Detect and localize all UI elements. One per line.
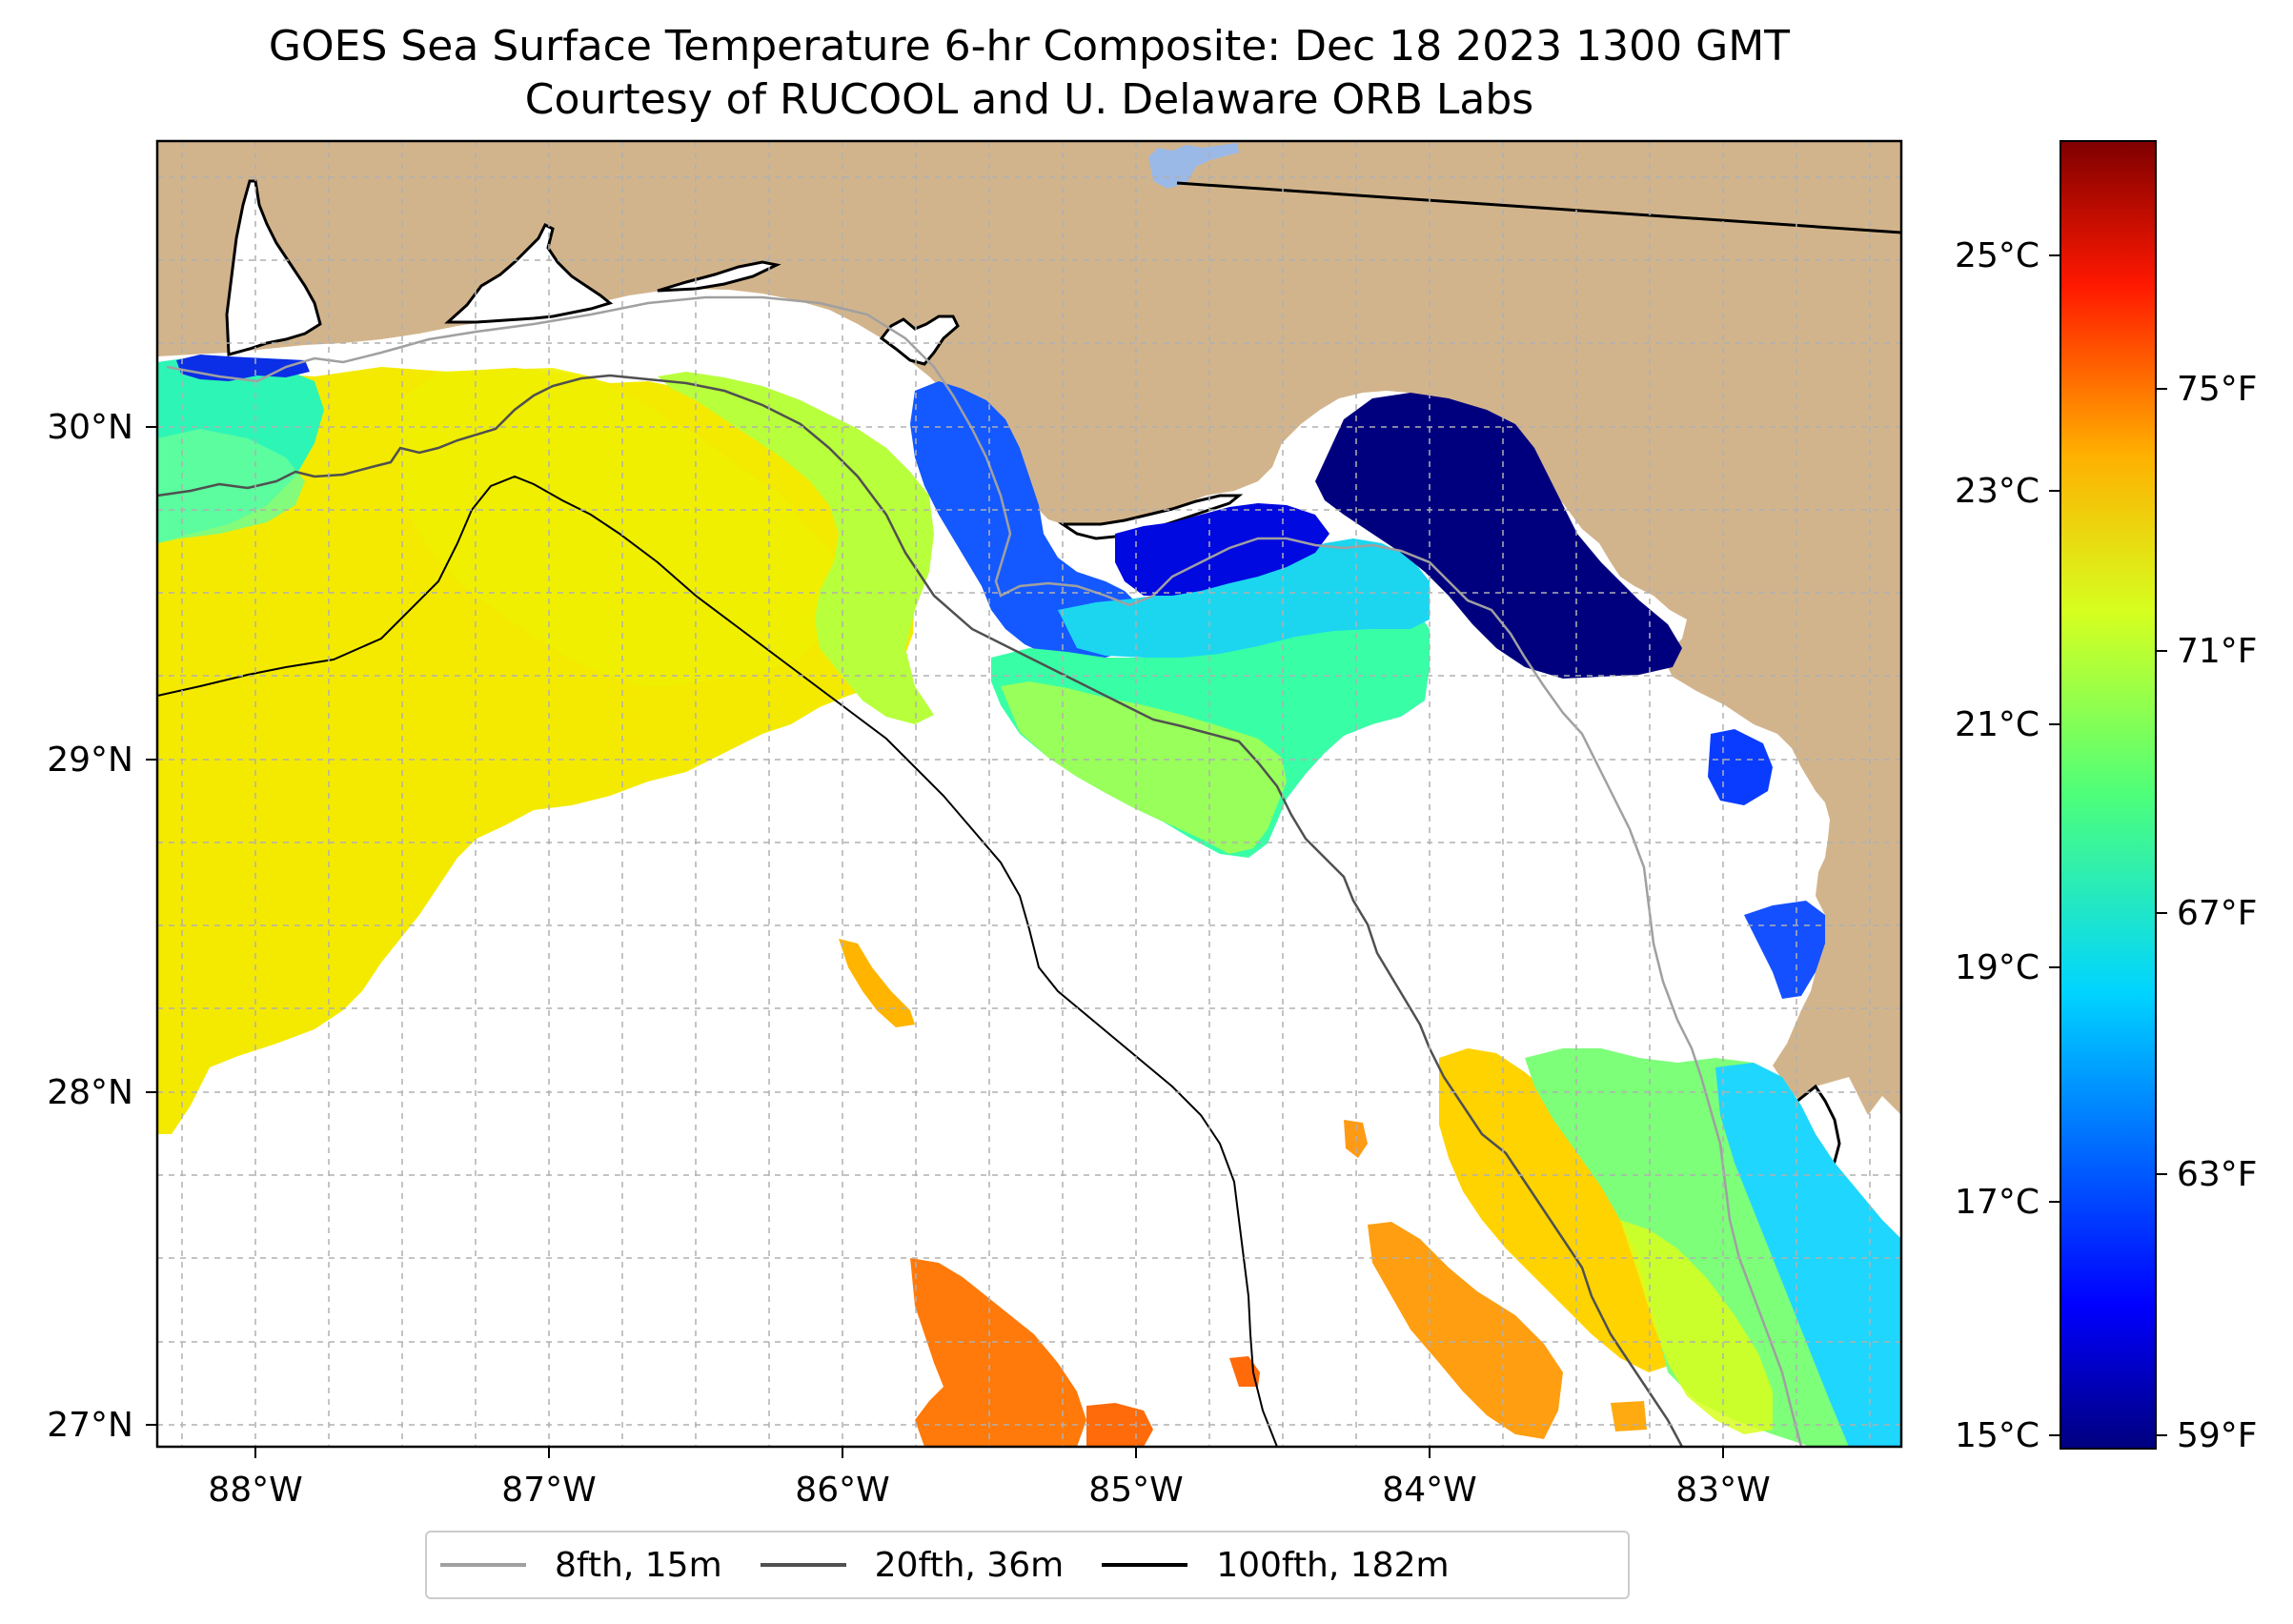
choctawhatchee-bay bbox=[657, 260, 781, 293]
map-title: GOES Sea Surface Temperature 6-hr Compos… bbox=[268, 22, 1791, 71]
legend-swatch bbox=[440, 1563, 526, 1567]
lat-tick-label: 29°N bbox=[47, 741, 133, 780]
pensacola-bay bbox=[444, 222, 614, 324]
lon-tick-label: 83°W bbox=[1675, 1471, 1770, 1510]
lon-tick-label: 86°W bbox=[795, 1471, 889, 1510]
map-area bbox=[157, 141, 1901, 1447]
contour-legend: 8fth, 15m 20fth, 36m 100fth, 182m bbox=[425, 1531, 1630, 1599]
celsius-tick-label: 17°C bbox=[1955, 1183, 2039, 1222]
lat-tick-label: 28°N bbox=[47, 1073, 133, 1112]
lon-tick-labels: 88°W 87°W 86°W 85°W 84°W 83°W bbox=[208, 1471, 1770, 1510]
legend-label: 8fth, 15m bbox=[555, 1545, 722, 1585]
lat-tick-label: 30°N bbox=[47, 408, 133, 447]
lon-tick-label: 87°W bbox=[501, 1471, 596, 1510]
sst-patch-isolated-4 bbox=[1611, 1401, 1647, 1431]
fahrenheit-tick-label: 63°F bbox=[2177, 1155, 2258, 1194]
lon-tick-label: 88°W bbox=[208, 1471, 302, 1510]
colorbar-tick-marks bbox=[2049, 254, 2167, 1436]
legend-label: 100fth, 182m bbox=[1216, 1545, 1450, 1585]
fahrenheit-tick-label: 59°F bbox=[2177, 1416, 2258, 1455]
lat-tick-label: 27°N bbox=[47, 1406, 133, 1445]
land-mass bbox=[157, 141, 1901, 1115]
legend-label: 20fth, 36m bbox=[874, 1545, 1065, 1585]
state-border bbox=[1176, 181, 1901, 234]
sst-patch-south-orange-2 bbox=[910, 1258, 1086, 1447]
graticule bbox=[157, 141, 1901, 1447]
lat-tick-labels: 30°N 29°N 28°N 27°N bbox=[47, 408, 133, 1445]
sst-patch-central-cool bbox=[658, 372, 934, 724]
st-andrews-bay bbox=[879, 315, 960, 366]
colorbar: 15°C 17°C 19°C 21°C 23°C 25°C 59°F 63°F … bbox=[1955, 140, 2258, 1455]
sst-patch-isolated-1 bbox=[839, 939, 915, 1027]
sst-patch-coastal-blue bbox=[1115, 503, 1329, 596]
legend-swatch bbox=[760, 1563, 846, 1567]
fahrenheit-tick-label: 71°F bbox=[2177, 632, 2258, 671]
legend-item-100fth: 100fth, 182m bbox=[1102, 1545, 1450, 1585]
legend-item-8fth: 8fth, 15m bbox=[440, 1546, 722, 1585]
sst-patch-apalachee-cyan bbox=[1058, 538, 1430, 658]
sst-patch-south-cyan bbox=[1715, 1063, 1901, 1447]
celsius-tick-label: 21°C bbox=[1955, 705, 2039, 744]
contour-8fth bbox=[166, 295, 1803, 1447]
sst-patch-center bbox=[400, 368, 848, 686]
lon-tick-label: 84°W bbox=[1382, 1471, 1476, 1510]
colorbar-gradient bbox=[2060, 140, 2157, 1450]
celsius-tick-label: 15°C bbox=[1955, 1416, 2039, 1455]
celsius-tick-label: 19°C bbox=[1955, 948, 2039, 987]
sst-patches bbox=[157, 355, 1901, 1447]
sst-patch-south-yellow bbox=[1439, 1048, 1687, 1372]
map-subtitle: Courtesy of RUCOOL and U. Delaware ORB L… bbox=[524, 75, 1534, 124]
fahrenheit-tick-label: 75°F bbox=[2177, 370, 2258, 409]
bathymetry-contours bbox=[157, 295, 1803, 1447]
fahrenheit-tick-label: 67°F bbox=[2177, 894, 2258, 933]
sst-patch-cedar-key bbox=[1708, 729, 1773, 805]
sst-patch-big-bend-yellowgreen bbox=[1001, 681, 1287, 854]
celsius-tick-label: 25°C bbox=[1955, 236, 2039, 275]
contour-20fth bbox=[157, 374, 1684, 1447]
sst-patch-south-mix bbox=[1620, 1220, 1773, 1434]
map-frame bbox=[155, 139, 1903, 1449]
contour-100fth bbox=[157, 475, 1278, 1447]
mobile-bay bbox=[225, 179, 322, 356]
lon-tick-label: 85°W bbox=[1088, 1471, 1183, 1510]
axis-tick-marks bbox=[146, 426, 1724, 1458]
lake bbox=[1148, 143, 1239, 189]
sst-patch-south-orange-1 bbox=[1368, 1222, 1563, 1439]
celsius-tick-label: 23°C bbox=[1955, 472, 2039, 511]
sst-patch-nearshore-dark bbox=[1315, 393, 1682, 679]
legend-item-20fth: 20fth, 36m bbox=[760, 1545, 1065, 1585]
legend-swatch bbox=[1102, 1563, 1188, 1567]
